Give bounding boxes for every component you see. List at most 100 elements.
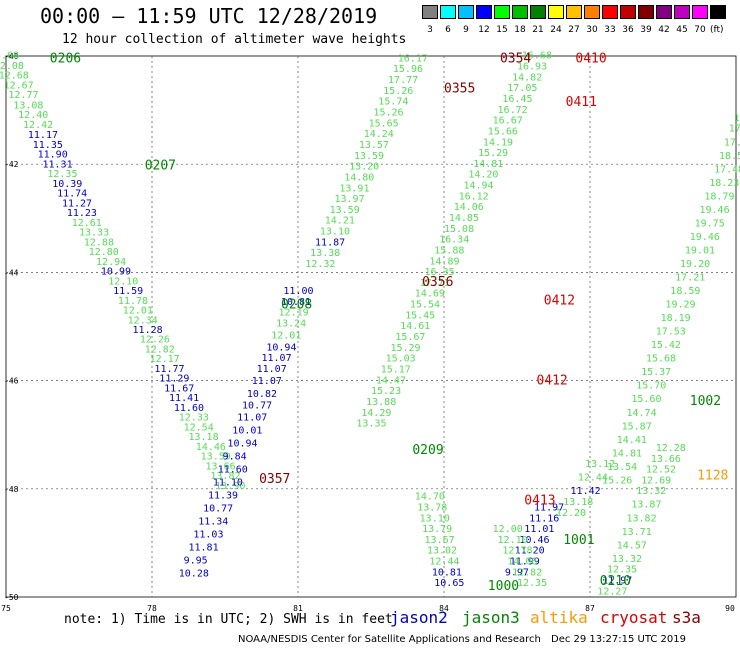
swh-value: 16.12 [459,191,489,202]
swh-value: 11.03 [193,529,223,540]
swh-value: 15.29 [390,343,420,354]
pass-time-label: 0412 [536,374,567,389]
swh-value: 10.28 [179,568,209,579]
swh-value: 11.07 [237,413,267,424]
swh-value: 9.84 [223,452,247,463]
lon-tick-label: 87 [585,604,595,613]
lon-tick-label: 78 [147,604,157,613]
swh-value: 14.81 [612,448,642,459]
satellite-altika: altika [530,608,588,627]
swh-value: 10.94 [266,342,296,353]
swh-value: 12.54 [184,422,214,433]
swh-value: 14.06 [454,202,484,213]
legend-label: 9 [463,25,469,35]
swh-value: 15.96 [393,64,423,75]
swh-value: 12.52 [646,465,676,476]
swh-value: 12.08 [0,61,24,72]
legend-label: 42 [658,25,670,35]
swh-value: 13.88 [366,397,396,408]
legend-swatch [476,5,492,19]
swh-value: 13.59 [354,151,384,162]
legend-swatch [530,5,546,19]
swh-value: 12.01 [271,330,301,341]
pass-time-label: 1000 [488,579,519,594]
swh-value: 15.42 [651,340,681,351]
swh-value: 12.82 [145,344,175,355]
lat-tick-label: -50 [4,593,19,602]
swh-value: 15.67 [395,332,425,343]
swh-value: 18.55 [719,151,740,162]
swh-value: 13.20 [349,162,379,173]
legend-label: 33 [604,25,616,35]
swh-value: 13.87 [631,500,661,511]
axis-layer: 75 78 81 84 87 90 -40 -42 -44 -46 -48 -50 [1,52,735,613]
legend-swatch [422,5,438,19]
swh-value: 16.67 [493,116,523,127]
legend-swatch [710,5,726,19]
track-0208: 11.0010.8112.1913.2412.0110.9411.0711.07… [179,286,314,579]
swh-value: 12.28 [656,443,686,454]
swh-value: 10.82 [247,389,277,400]
swh-value: 16.17 [398,53,428,64]
swh-value: 12.35 [517,578,547,589]
swh-value: 12.01 [123,306,153,317]
swh-value: 19.29 [665,300,695,311]
swh-value: 15.03 [386,354,416,365]
swh-value: 16.72 [498,105,528,116]
swh-value: 12.68 [0,71,29,82]
swh-value: 11.29 [159,374,189,385]
legend-swatch [692,5,708,19]
swh-value: 15.70 [636,381,666,392]
swh-value: 13.78 [417,502,447,513]
legend-label: 3 [427,25,433,35]
swh-value: 17.91 [724,137,740,148]
legend-swatch [548,5,564,19]
swh-value: 13.90 [215,481,245,492]
lon-tick-label: 75 [1,604,11,613]
swh-value: 14.94 [463,181,493,192]
swh-value: 14.24 [364,129,394,140]
swh-value: 14.19 [483,137,513,148]
lat-tick-label: -42 [4,160,19,169]
swh-value: 17.05 [507,83,537,94]
legend-swatch [566,5,582,19]
swh-value: 18.19 [661,313,691,324]
swh-value: 12.34 [128,315,158,326]
swh-value: 15.60 [631,394,661,405]
swh-value: 14.41 [617,435,647,446]
generated-timestamp: Dec 29 13:27:15 UTC 2019 [551,634,686,645]
swh-value: 14.80 [344,172,374,183]
swh-value: 16.34 [439,235,469,246]
swh-value: 16.35 [425,267,455,278]
swh-value: 13.10 [320,227,350,238]
swh-value: 13.59 [330,205,360,216]
legend-label: 45 [676,25,688,35]
swh-value: 11.35 [33,140,63,151]
swh-value: 13.66 [206,461,236,472]
swh-value: 12.26 [140,335,170,346]
pass-time-label: 1128 [697,468,728,483]
swh-value: 13.32 [636,486,666,497]
swh-value: 11.59 [113,286,143,297]
swh-value: 11.07 [262,353,292,364]
swh-value: 15.26 [602,475,632,486]
legend-swatch [584,5,600,19]
swh-value: 10.81 [281,297,311,308]
lat-tick-label: -48 [4,485,19,494]
swh-value: 15.23 [371,386,401,397]
track-1002: 17.9017.94 17.91 18.55 17.48 18.23 18.79 19.46… [602,113,740,486]
swh-value: 15.74 [378,97,408,108]
swh-value: 13.12 [585,459,615,470]
swh-value: 16.93 [517,62,547,73]
pass-time-label: 0206 [50,52,81,67]
swh-value: 10.99 [101,267,131,278]
swh-value: 12.78 [502,546,532,557]
swh-value: 13.67 [425,535,455,546]
swh-value: 11.00 [283,286,313,297]
swh-value: 10.39 [52,179,82,190]
swh-value: 12.35 [607,565,637,576]
swh-value: 14.57 [617,540,647,551]
swh-value: 11.34 [198,517,228,528]
pass-time-label: 0355 [444,81,475,96]
